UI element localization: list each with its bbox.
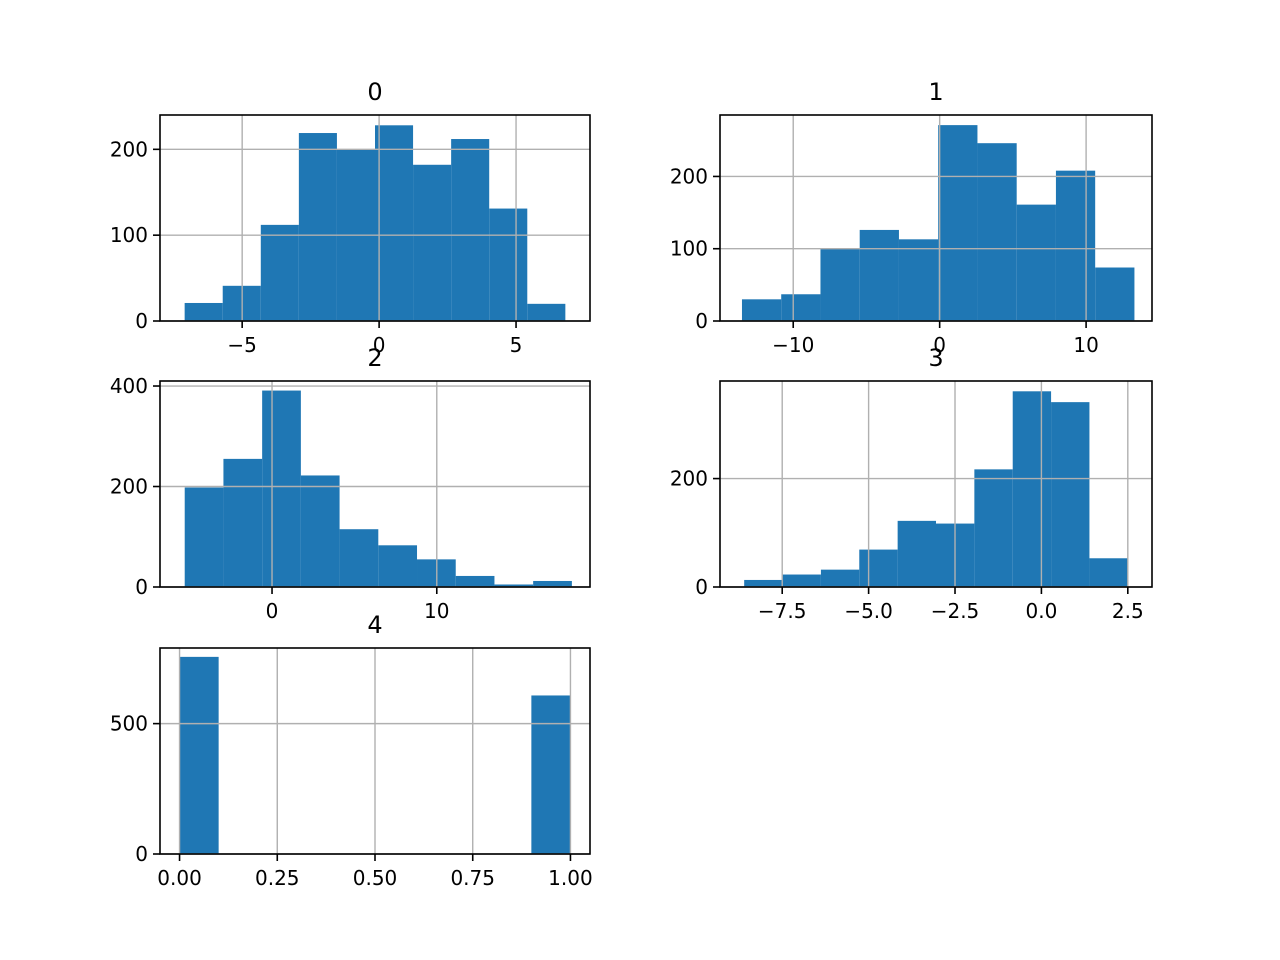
histogram-bar [455,575,495,587]
histogram-bar [531,695,571,854]
histogram-bar [375,125,414,321]
y-tick-label: 0 [135,575,148,599]
histogram-bar [339,529,379,587]
histogram-bar [1016,204,1056,321]
histogram-bar [859,229,899,321]
x-tick-label: −7.5 [758,599,807,623]
y-tick-label: 0 [695,575,708,599]
x-tick-label: 5 [510,333,523,357]
histogram-bar [533,580,572,587]
panel-title: 2 [367,344,382,372]
axes-frame [159,380,591,588]
axes-frame [719,380,1153,588]
y-tick-label: 0 [135,842,148,866]
histogram-bar [938,125,978,322]
histogram-bar [378,545,418,587]
x-tick-label: 0.50 [353,866,398,890]
panel-title: 4 [367,611,382,639]
histogram-bar [744,579,783,587]
histogram-bar [897,520,936,587]
histogram-bar [413,164,452,321]
histogram-bar [1012,391,1052,587]
x-tick-label: 0 [933,333,946,357]
x-tick-label: −10 [772,333,814,357]
histogram-bar [489,208,528,321]
histogram-bar [898,239,939,321]
histogram-bar [300,475,340,587]
histogram-bar [1055,170,1096,321]
y-tick-label: 400 [110,374,148,398]
histogram-bar [223,458,263,587]
histogram-bar [184,487,224,587]
x-tick-label: −5.0 [844,599,893,623]
histogram-bar [527,303,566,321]
y-tick-label: 0 [695,309,708,333]
histogram-bar [260,224,299,321]
x-tick-label: 0.0 [1026,599,1058,623]
histogram-bar [820,569,860,587]
histogram-bar [782,574,821,587]
histogram-bar [977,143,1017,321]
y-tick-label: 200 [110,475,148,499]
histogram-bar [859,549,898,587]
histogram-bar [781,294,821,321]
histogram-bar [1095,267,1135,321]
y-tick-label: 200 [670,467,708,491]
y-tick-label: 100 [110,223,148,247]
y-tick-label: 200 [110,137,148,161]
x-tick-label: −5 [227,333,256,357]
histogram-panel-3: −7.5 −5.0 −2.5 0.0 2.5 0 200 3 [670,344,1153,623]
histogram-bar [974,469,1013,587]
axes-frame [719,114,1153,322]
x-tick-label: 0 [266,599,279,623]
histogram-bar [820,248,860,321]
x-tick-label: 0.00 [157,866,202,890]
histogram-bar [298,133,337,321]
histogram-panel-4: 0.00 0.25 0.50 0.75 1.00 0 500 4 [110,611,593,890]
histogram-bar [262,390,301,587]
x-tick-label: 1.00 [548,866,593,890]
y-tick-label: 0 [135,309,148,333]
y-tick-label: 500 [110,712,148,736]
axes-frame [159,114,591,322]
panel-title: 0 [367,78,382,106]
y-tick-label: 200 [670,164,708,188]
panel-title: 3 [928,344,943,372]
x-tick-label: 10 [1073,333,1098,357]
y-tick-label: 100 [670,237,708,261]
histogram-bar [184,302,223,321]
histogram-bar [741,299,782,321]
histogram-bar [1089,558,1128,587]
x-tick-label: −2.5 [931,599,980,623]
histogram-bar [179,656,219,854]
histogram-bar [451,139,490,321]
x-tick-label: 2.5 [1112,599,1144,623]
histogram-bar [494,584,534,587]
histogram-bar [1051,402,1090,587]
x-tick-label: 0.75 [450,866,495,890]
x-tick-label: 0.25 [255,866,300,890]
x-tick-label: 0 [373,333,386,357]
x-tick-label: 10 [424,599,449,623]
panel-title: 1 [928,78,943,106]
